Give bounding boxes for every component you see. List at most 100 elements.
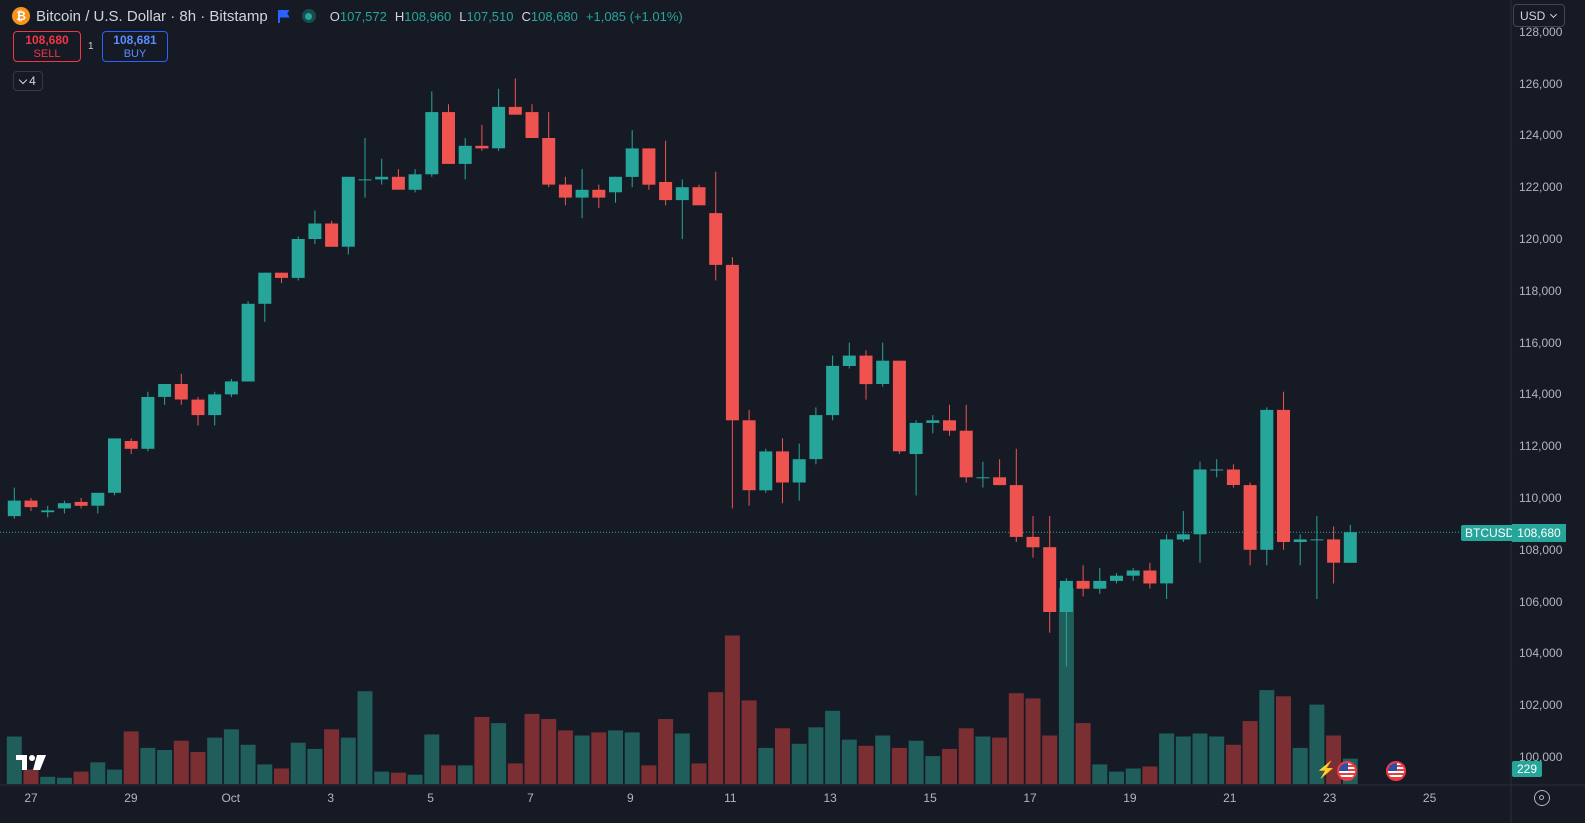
market-status-icon[interactable] bbox=[301, 9, 316, 23]
candle-body[interactable] bbox=[525, 112, 539, 138]
candle-body[interactable] bbox=[592, 189, 606, 198]
candle-body[interactable] bbox=[24, 500, 38, 508]
candle-body[interactable] bbox=[659, 182, 673, 201]
candle-body[interactable] bbox=[542, 138, 556, 185]
candle-body[interactable] bbox=[1193, 469, 1207, 535]
currency-select[interactable]: USD bbox=[1513, 4, 1565, 27]
candle-body[interactable] bbox=[375, 176, 389, 180]
candle-body[interactable] bbox=[625, 148, 639, 177]
candle-body[interactable] bbox=[1310, 539, 1324, 541]
candle-body[interactable] bbox=[191, 399, 205, 416]
candle-body[interactable] bbox=[174, 384, 188, 400]
volume-bar bbox=[207, 737, 223, 784]
candle-body[interactable] bbox=[124, 441, 138, 449]
candle-body[interactable] bbox=[458, 145, 472, 164]
candle-body[interactable] bbox=[1076, 580, 1090, 589]
candle-body[interactable] bbox=[1059, 580, 1073, 612]
candle-body[interactable] bbox=[1009, 485, 1023, 537]
candle-body[interactable] bbox=[876, 360, 890, 384]
candle-body[interactable] bbox=[492, 106, 506, 149]
candle-body[interactable] bbox=[308, 223, 322, 240]
candle-body[interactable] bbox=[1293, 539, 1307, 542]
time-tick-label: 15 bbox=[923, 791, 937, 805]
candle-body[interactable] bbox=[575, 189, 589, 198]
candle-body[interactable] bbox=[241, 303, 255, 382]
candle-body[interactable] bbox=[1110, 575, 1123, 581]
candle-body[interactable] bbox=[475, 145, 489, 149]
candle-body[interactable] bbox=[675, 187, 689, 201]
us-flag-event-icon[interactable] bbox=[1386, 761, 1406, 781]
lightning-event-icon[interactable]: ⚡ bbox=[1316, 762, 1336, 779]
candle-body[interactable] bbox=[358, 179, 372, 181]
candle-body[interactable] bbox=[692, 187, 706, 206]
candle-body[interactable] bbox=[642, 148, 656, 185]
symbol-title[interactable]: Bitcoin / U.S. Dollar · 8h · Bitstamp bbox=[36, 7, 268, 25]
candle-body[interactable] bbox=[609, 176, 622, 193]
bitcoin-icon: ₿ bbox=[12, 7, 30, 25]
candle-body[interactable] bbox=[341, 176, 355, 247]
candle-body[interactable] bbox=[776, 451, 789, 483]
volume-bar bbox=[1242, 721, 1258, 784]
flag-icon[interactable] bbox=[277, 9, 290, 23]
candle-body[interactable] bbox=[558, 184, 572, 198]
candle-body[interactable] bbox=[759, 451, 773, 491]
volume-bar bbox=[40, 776, 56, 784]
candle-body[interactable] bbox=[108, 438, 121, 493]
candle-body[interactable] bbox=[275, 272, 288, 278]
candle-body[interactable] bbox=[224, 381, 238, 395]
candle-body[interactable] bbox=[792, 459, 806, 483]
candle-body[interactable] bbox=[408, 174, 422, 190]
candle-body[interactable] bbox=[291, 239, 305, 278]
candle-body[interactable] bbox=[976, 477, 990, 479]
candle-body[interactable] bbox=[57, 503, 71, 509]
candle-body[interactable] bbox=[926, 420, 940, 423]
candle-body[interactable] bbox=[842, 355, 856, 366]
candle-body[interactable] bbox=[1160, 539, 1174, 584]
indicators-toggle-button[interactable]: 4 bbox=[13, 71, 43, 91]
candle-body[interactable] bbox=[258, 272, 272, 304]
candle-body[interactable] bbox=[1043, 547, 1057, 612]
tradingview-logo-icon[interactable] bbox=[15, 753, 47, 773]
candle-body[interactable] bbox=[859, 355, 873, 385]
candle-body[interactable] bbox=[725, 264, 739, 421]
candle-body[interactable] bbox=[91, 492, 105, 506]
candle-body[interactable] bbox=[1210, 469, 1224, 471]
candle-body[interactable] bbox=[1260, 409, 1274, 550]
settings-icon[interactable] bbox=[1534, 790, 1550, 806]
buy-button[interactable]: 108,681 BUY bbox=[102, 31, 168, 62]
candle-body[interactable] bbox=[1343, 532, 1357, 563]
candle-body[interactable] bbox=[7, 500, 21, 517]
candle-body[interactable] bbox=[1327, 539, 1341, 563]
candle-body[interactable] bbox=[809, 415, 823, 460]
candle-body[interactable] bbox=[325, 223, 339, 247]
candle-body[interactable] bbox=[826, 365, 840, 416]
candle-body[interactable] bbox=[391, 176, 405, 190]
candle-body[interactable] bbox=[1277, 409, 1290, 542]
candle-body[interactable] bbox=[1226, 469, 1240, 486]
candle-body[interactable] bbox=[442, 112, 455, 164]
candle-body[interactable] bbox=[1243, 485, 1257, 550]
candle-body[interactable] bbox=[425, 112, 439, 175]
candle-body[interactable] bbox=[141, 397, 155, 449]
candle-body[interactable] bbox=[1026, 536, 1040, 548]
candle-body[interactable] bbox=[1143, 570, 1157, 584]
candle-body[interactable] bbox=[709, 213, 723, 265]
candle-body[interactable] bbox=[943, 420, 956, 431]
sell-button[interactable]: 108,680 SELL bbox=[13, 31, 81, 62]
candle-body[interactable] bbox=[742, 420, 756, 491]
us-flag-event-icon[interactable] bbox=[1337, 761, 1357, 781]
candle-body[interactable] bbox=[1126, 570, 1140, 576]
candle-body[interactable] bbox=[41, 510, 55, 513]
candle-body[interactable] bbox=[892, 360, 906, 452]
candle-body[interactable] bbox=[74, 501, 88, 506]
candle-body[interactable] bbox=[158, 384, 172, 397]
candle-body[interactable] bbox=[1093, 580, 1107, 589]
volume-bar bbox=[658, 719, 674, 784]
candle-body[interactable] bbox=[993, 477, 1007, 486]
candle-body[interactable] bbox=[508, 106, 522, 115]
candle-body[interactable] bbox=[909, 422, 923, 454]
candle-body[interactable] bbox=[208, 394, 222, 416]
candle-body[interactable] bbox=[959, 430, 973, 478]
candle-body[interactable] bbox=[1176, 534, 1190, 540]
